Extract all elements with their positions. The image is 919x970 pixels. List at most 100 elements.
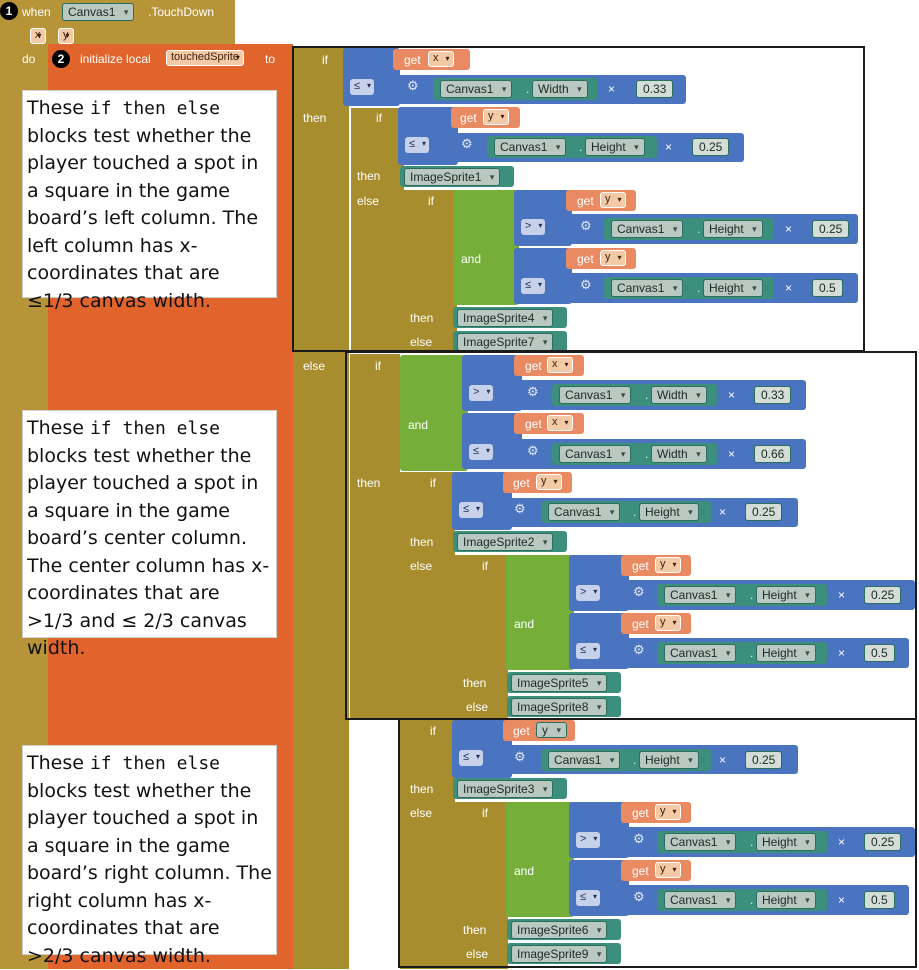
height-property-dropdown[interactable]: Height <box>639 751 699 769</box>
canvas-dropdown[interactable]: Canvas1 <box>611 279 684 297</box>
op-gt[interactable]: > <box>576 585 601 601</box>
gear-icon[interactable]: ⚙ <box>580 218 592 233</box>
height-property-dropdown[interactable]: Height <box>585 138 645 156</box>
height-property-dropdown[interactable]: Height <box>639 503 699 521</box>
get-var-y[interactable]: y <box>536 474 562 490</box>
times-label: × <box>719 505 727 519</box>
number-025[interactable]: 0.25 <box>864 833 902 851</box>
else-label: else <box>466 947 489 961</box>
canvas-dropdown[interactable]: Canvas1 <box>611 220 684 238</box>
if-label: if <box>430 476 436 490</box>
gear-icon[interactable]: ⚙ <box>633 642 645 657</box>
sprite-dropdown-3[interactable]: ImageSprite3 <box>457 780 554 798</box>
number-033[interactable]: 0.33 <box>754 386 792 404</box>
dot-label: . <box>645 447 649 461</box>
gear-icon[interactable]: ⚙ <box>461 136 473 151</box>
number-025[interactable]: 0.25 <box>745 503 783 521</box>
canvas-dropdown[interactable]: Canvas1 <box>494 138 567 156</box>
op-le[interactable]: ≤ <box>459 750 484 766</box>
number-025[interactable]: 0.25 <box>692 138 730 156</box>
canvas-dropdown[interactable]: Canvas1 <box>559 445 632 463</box>
canvas-dropdown[interactable]: Canvas1 <box>559 386 632 404</box>
op-le[interactable]: ≤ <box>576 890 601 906</box>
number-025[interactable]: 0.25 <box>745 751 783 769</box>
param-x[interactable]: x <box>30 28 46 44</box>
sprite-dropdown-8[interactable]: ImageSprite8 <box>511 698 608 716</box>
canvas-dropdown[interactable]: Canvas1 <box>664 644 737 662</box>
get-var-y[interactable]: y <box>483 109 509 125</box>
height-property-dropdown[interactable]: Height <box>756 891 816 909</box>
gear-icon[interactable]: ⚙ <box>407 78 419 93</box>
touched-sprite-var[interactable]: touchedSprite <box>166 50 244 66</box>
get-var-y[interactable]: y <box>655 615 681 631</box>
param-y[interactable]: y <box>58 28 74 44</box>
op-gt[interactable]: > <box>469 385 494 401</box>
canvas-dropdown[interactable]: Canvas1 <box>548 751 621 769</box>
op-le[interactable]: ≤ <box>521 278 546 294</box>
height-property-dropdown[interactable]: Height <box>756 586 816 604</box>
number-033[interactable]: 0.33 <box>636 80 674 98</box>
get-var-x[interactable]: x <box>547 357 573 373</box>
gear-icon[interactable]: ⚙ <box>514 749 526 764</box>
gear-icon[interactable]: ⚙ <box>514 501 526 516</box>
op-le[interactable]: ≤ <box>469 444 494 460</box>
op-le[interactable]: ≤ <box>405 137 430 153</box>
get-var-y[interactable]: y <box>655 804 681 820</box>
gear-icon[interactable]: ⚙ <box>633 584 645 599</box>
get-label: get <box>632 864 649 878</box>
sprite-dropdown-4[interactable]: ImageSprite4 <box>457 309 554 327</box>
note1-code: if then else <box>89 98 221 119</box>
and-block[interactable] <box>400 355 468 471</box>
canvas-dropdown[interactable]: Canvas1 <box>664 891 737 909</box>
number-025[interactable]: 0.25 <box>812 220 850 238</box>
op-gt[interactable]: > <box>521 219 546 235</box>
and-block[interactable] <box>506 802 574 917</box>
canvas-dropdown[interactable]: Canvas1 <box>664 833 737 851</box>
canvas-dropdown[interactable]: Canvas1 <box>440 80 513 98</box>
sprite-dropdown-2[interactable]: ImageSprite2 <box>457 533 554 551</box>
sprite-dropdown-7[interactable]: ImageSprite7 <box>457 333 554 351</box>
if-label: if <box>482 559 488 573</box>
number-05[interactable]: 0.5 <box>864 644 895 662</box>
gear-icon[interactable]: ⚙ <box>633 889 645 904</box>
height-property-dropdown[interactable]: Height <box>756 644 816 662</box>
get-var-y-selected[interactable]: y <box>536 722 567 738</box>
sprite-dropdown-1[interactable]: ImageSprite1 <box>404 168 501 186</box>
gear-icon[interactable]: ⚙ <box>580 277 592 292</box>
get-label: get <box>460 111 477 125</box>
and-block[interactable] <box>506 555 574 670</box>
else-label: else <box>410 806 433 820</box>
width-property-dropdown[interactable]: Width <box>651 386 707 404</box>
sprite-dropdown-6[interactable]: ImageSprite6 <box>511 921 608 939</box>
op-le[interactable]: ≤ <box>576 643 601 659</box>
gear-icon[interactable]: ⚙ <box>633 831 645 846</box>
number-066[interactable]: 0.66 <box>754 445 792 463</box>
canvas-component-dropdown[interactable]: Canvas1 <box>62 3 135 21</box>
get-var-y[interactable]: y <box>600 250 626 266</box>
height-property-dropdown[interactable]: Height <box>703 279 763 297</box>
canvas-dropdown[interactable]: Canvas1 <box>548 503 621 521</box>
get-var-y[interactable]: y <box>655 862 681 878</box>
width-property-dropdown[interactable]: Width <box>532 80 588 98</box>
op-le[interactable]: ≤ <box>459 502 484 518</box>
and-block[interactable] <box>453 190 519 305</box>
number-05[interactable]: 0.5 <box>812 279 843 297</box>
width-property-dropdown[interactable]: Width <box>651 445 707 463</box>
height-property-dropdown[interactable]: Height <box>703 220 763 238</box>
sprite-dropdown-5[interactable]: ImageSprite5 <box>511 674 608 692</box>
get-var-x[interactable]: x <box>428 51 454 67</box>
number-025[interactable]: 0.25 <box>864 586 902 604</box>
number-05[interactable]: 0.5 <box>864 891 895 909</box>
sprite-dropdown-9[interactable]: ImageSprite9 <box>511 945 608 963</box>
else-label: else <box>303 359 326 373</box>
gear-icon[interactable]: ⚙ <box>527 443 539 458</box>
height-property-dropdown[interactable]: Height <box>756 833 816 851</box>
canvas-dropdown[interactable]: Canvas1 <box>664 586 737 604</box>
get-var-x[interactable]: x <box>547 415 573 431</box>
inner-if-else-2 <box>404 190 457 353</box>
get-var-y[interactable]: y <box>600 192 626 208</box>
op-gt[interactable]: > <box>576 832 601 848</box>
op-le[interactable]: ≤ <box>350 79 375 95</box>
gear-icon[interactable]: ⚙ <box>527 384 539 399</box>
get-var-y[interactable]: y <box>655 557 681 573</box>
